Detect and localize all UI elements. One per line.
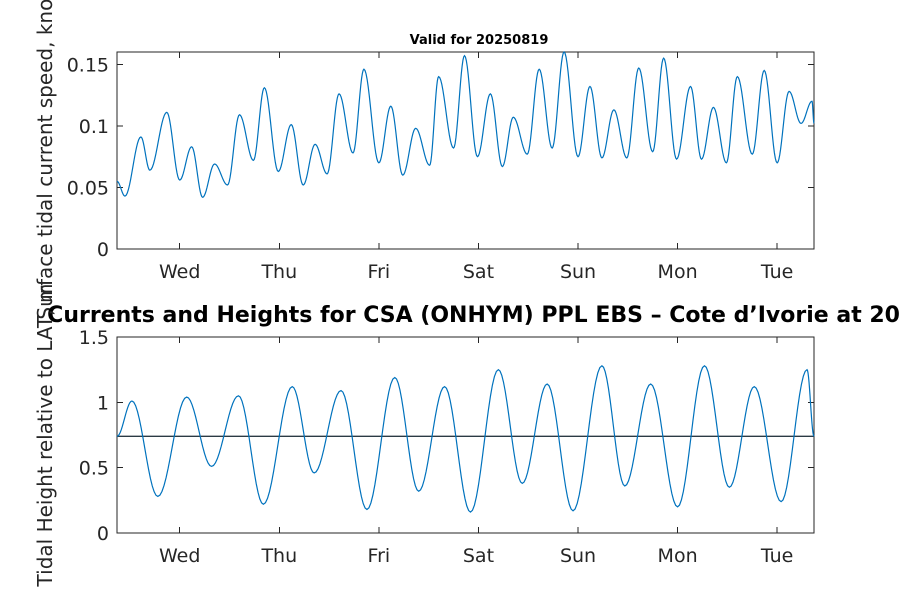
tidal-height-x-tick-label: Fri	[368, 545, 391, 567]
current-speed-x-tick-label: Wed	[159, 261, 200, 283]
tidal-height-series-line	[116, 364, 815, 513]
current-speed-x-tick-label: Thu	[260, 261, 297, 283]
current-speed-x-tick-label: Sat	[463, 261, 494, 283]
current-speed-x-tick-label: Tue	[760, 261, 793, 283]
tidal-height-y-tick-label: 0.5	[79, 458, 109, 480]
tidal-height-panel: Currents and Heights for CSA (ONHYM) PPL…	[33, 284, 900, 588]
tidal-height-x-tick-label: Thu	[260, 545, 297, 567]
tidal-height-y-tick-label: 1.5	[79, 327, 109, 349]
tidal-height-x-tick-label: Tue	[760, 545, 793, 567]
current-speed-x-ticks: Wed Thu Fri Sat Sun Mon Tue	[159, 52, 793, 283]
current-speed-chart-title: Valid for 20250819	[410, 33, 549, 48]
current-speed-y-tick-label: 0.1	[79, 116, 109, 138]
tidal-height-x-tick-label: Sat	[463, 545, 494, 567]
tidal-height-y-tick-label: 1	[97, 392, 109, 414]
tidal-height-plot-frame	[116, 336, 815, 534]
current-speed-series-line	[116, 50, 815, 198]
tidal-height-x-tick-label: Sun	[560, 545, 596, 567]
tidal-height-x-ticks: Wed Thu Fri Sat Sun Mon Tue	[159, 337, 793, 567]
current-speed-x-tick-label: Mon	[658, 261, 698, 283]
current-speed-y-axis-label: Surface tidal current speed, knots	[33, 0, 57, 320]
current-speed-y-tick-label: 0	[97, 239, 109, 261]
current-speed-y-tick-label: 0.15	[67, 54, 109, 76]
tidal-height-y-ticks: 0 0.5 1 1.5	[79, 327, 814, 545]
current-speed-x-tick-label: Fri	[368, 261, 391, 283]
current-speed-y-ticks: 0 0.05 0.1 0.15	[67, 54, 814, 261]
tidal-height-x-tick-label: Mon	[658, 545, 698, 567]
tidal-height-y-axis-label: Tidal Height relative to LAT, m	[33, 284, 57, 588]
current-speed-y-tick-label: 0.05	[67, 177, 109, 199]
current-speed-plot-frame	[116, 51, 815, 250]
tidal-height-chart-title: Currents and Heights for CSA (ONHYM) PPL…	[47, 303, 900, 328]
current-speed-panel: Valid for 20250819 Surface tidal current…	[33, 0, 815, 320]
tidal-height-y-tick-label: 0	[97, 523, 109, 545]
current-speed-x-tick-label: Sun	[560, 261, 596, 283]
tidal-height-x-tick-label: Wed	[159, 545, 200, 567]
